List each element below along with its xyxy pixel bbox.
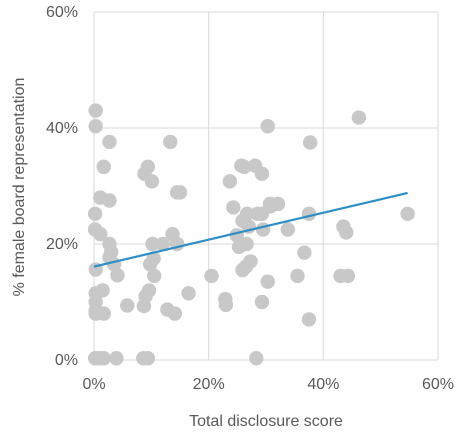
data-point [226, 200, 241, 215]
data-point [340, 268, 356, 284]
data-point [95, 283, 110, 298]
data-point [110, 268, 125, 283]
data-point [144, 174, 160, 189]
data-point [297, 245, 312, 260]
data-point [167, 306, 183, 321]
data-point [270, 196, 286, 212]
trendline [93, 191, 408, 268]
data-point [142, 257, 158, 272]
data-point [155, 236, 170, 252]
x-axis-title: Total disclosure score [189, 413, 343, 430]
data-point [290, 268, 305, 284]
data-point [260, 274, 275, 289]
data-point [301, 312, 317, 327]
data-point [302, 135, 318, 150]
data-point [218, 297, 234, 313]
x-tick-label: 20% [193, 376, 225, 393]
data-point [102, 193, 117, 208]
x-tick-label: 40% [307, 376, 339, 393]
y-tick-label: 60% [46, 4, 78, 21]
trendline-layer [93, 191, 408, 268]
data-point [96, 306, 111, 321]
data-point [96, 351, 111, 366]
y-tick-label: 40% [46, 120, 78, 137]
data-point [102, 134, 117, 150]
data-point [254, 166, 270, 182]
y-axis-title: % female board representation [11, 78, 28, 297]
data-point [239, 206, 255, 222]
data-point [163, 134, 178, 150]
data-point [400, 206, 415, 222]
data-point [145, 236, 160, 252]
data-point [96, 159, 111, 175]
data-point [88, 119, 103, 134]
y-tick-label: 0% [55, 352, 78, 369]
data-point [237, 159, 252, 175]
data-point [204, 268, 219, 284]
data-point [120, 298, 135, 313]
data-point [235, 262, 250, 278]
data-point [255, 222, 271, 237]
data-point [254, 294, 270, 310]
data-points [87, 103, 415, 366]
data-point [93, 226, 108, 242]
data-point [280, 222, 295, 237]
data-point [222, 174, 238, 189]
data-point [87, 206, 103, 222]
data-point [239, 236, 254, 252]
data-point [260, 119, 275, 134]
data-point [181, 286, 196, 301]
y-tick-label: 20% [46, 236, 78, 253]
data-point [249, 351, 264, 366]
data-point [140, 351, 156, 366]
data-point [339, 225, 354, 240]
data-point [147, 268, 162, 284]
data-point [109, 351, 124, 366]
x-tick-label: 0% [82, 376, 105, 393]
data-point [351, 110, 367, 125]
x-tick-label: 60% [422, 376, 454, 393]
data-point [88, 103, 103, 118]
tick-labels: 0% 20% 40% 60% 0% 20% 40% 60% [46, 4, 454, 393]
data-point [136, 298, 152, 314]
data-point [172, 185, 188, 200]
